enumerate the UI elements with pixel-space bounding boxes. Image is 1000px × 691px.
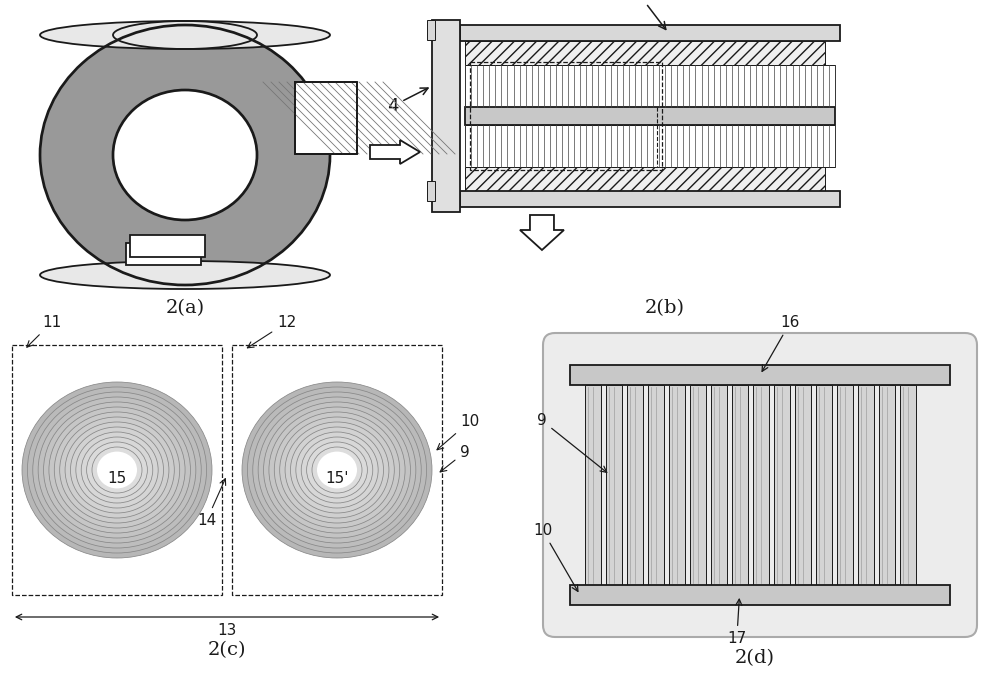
Ellipse shape bbox=[301, 437, 373, 503]
Polygon shape bbox=[520, 215, 564, 250]
Ellipse shape bbox=[65, 422, 169, 518]
Ellipse shape bbox=[87, 442, 147, 498]
Ellipse shape bbox=[70, 427, 164, 513]
Bar bbox=[732, 385, 748, 585]
Bar bbox=[795, 385, 811, 585]
Bar bbox=[816, 385, 832, 585]
Ellipse shape bbox=[40, 25, 330, 285]
Bar bbox=[753, 385, 769, 585]
Ellipse shape bbox=[296, 432, 378, 508]
Ellipse shape bbox=[54, 412, 180, 528]
Ellipse shape bbox=[61, 44, 309, 267]
Bar bbox=[465, 125, 835, 167]
Ellipse shape bbox=[242, 382, 432, 558]
Ellipse shape bbox=[82, 62, 288, 248]
Bar bbox=[295, 82, 357, 154]
Text: 14: 14 bbox=[197, 479, 226, 528]
Ellipse shape bbox=[81, 437, 153, 503]
Text: 11: 11 bbox=[27, 315, 61, 347]
Ellipse shape bbox=[92, 71, 278, 238]
Text: 4: 4 bbox=[387, 88, 428, 115]
Bar bbox=[879, 385, 895, 585]
Bar bbox=[690, 385, 706, 585]
Ellipse shape bbox=[113, 90, 257, 220]
Ellipse shape bbox=[285, 422, 389, 518]
FancyBboxPatch shape bbox=[543, 333, 977, 637]
Polygon shape bbox=[370, 140, 420, 164]
Bar bbox=[711, 385, 727, 585]
Bar bbox=[465, 107, 835, 125]
Bar bbox=[432, 20, 460, 212]
Bar bbox=[585, 385, 601, 585]
Text: 17: 17 bbox=[727, 599, 746, 646]
Text: 2(b): 2(b) bbox=[645, 299, 685, 317]
Bar bbox=[232, 345, 442, 595]
Bar bbox=[627, 385, 643, 585]
Ellipse shape bbox=[22, 382, 212, 558]
Ellipse shape bbox=[312, 447, 362, 493]
Ellipse shape bbox=[50, 35, 320, 276]
Ellipse shape bbox=[92, 447, 142, 493]
Bar bbox=[774, 385, 790, 585]
Ellipse shape bbox=[113, 90, 257, 220]
Bar bbox=[858, 385, 874, 585]
Ellipse shape bbox=[274, 412, 400, 528]
Ellipse shape bbox=[290, 427, 384, 513]
Ellipse shape bbox=[40, 21, 330, 49]
Ellipse shape bbox=[307, 442, 367, 498]
Bar bbox=[12, 345, 222, 595]
Bar bbox=[837, 385, 853, 585]
Ellipse shape bbox=[49, 407, 185, 533]
Ellipse shape bbox=[253, 392, 421, 548]
Text: 13: 13 bbox=[217, 623, 237, 638]
Ellipse shape bbox=[27, 387, 207, 553]
Ellipse shape bbox=[40, 261, 330, 289]
Bar bbox=[648, 385, 664, 585]
Ellipse shape bbox=[60, 417, 174, 523]
Bar bbox=[570, 585, 950, 605]
Text: 16: 16 bbox=[762, 315, 800, 371]
Bar bbox=[669, 385, 685, 585]
Text: 2(c): 2(c) bbox=[208, 641, 246, 659]
Ellipse shape bbox=[33, 392, 201, 548]
Ellipse shape bbox=[97, 452, 137, 489]
Ellipse shape bbox=[247, 387, 427, 553]
Bar bbox=[570, 365, 950, 385]
Text: 12: 12 bbox=[247, 315, 296, 348]
Ellipse shape bbox=[317, 452, 357, 489]
Ellipse shape bbox=[280, 417, 394, 523]
Text: 2(d): 2(d) bbox=[735, 649, 775, 667]
Bar bbox=[130, 235, 205, 257]
Bar bbox=[465, 41, 825, 65]
Bar bbox=[465, 65, 835, 107]
Bar bbox=[427, 181, 435, 201]
Ellipse shape bbox=[103, 81, 267, 229]
Text: 15': 15' bbox=[325, 471, 349, 486]
Ellipse shape bbox=[76, 432, 158, 508]
Text: 9: 9 bbox=[537, 413, 607, 473]
Ellipse shape bbox=[258, 397, 416, 543]
Ellipse shape bbox=[71, 53, 299, 257]
Bar bbox=[465, 167, 825, 191]
Text: 3: 3 bbox=[632, 0, 666, 30]
Bar bbox=[470, 62, 662, 170]
Text: 9: 9 bbox=[440, 445, 470, 472]
Text: 10: 10 bbox=[533, 523, 578, 591]
Bar bbox=[900, 385, 916, 585]
Ellipse shape bbox=[40, 25, 330, 285]
Bar bbox=[460, 25, 840, 41]
Text: 10: 10 bbox=[437, 414, 479, 450]
Bar bbox=[126, 243, 201, 265]
Ellipse shape bbox=[38, 397, 196, 543]
Bar bbox=[606, 385, 622, 585]
Ellipse shape bbox=[269, 407, 405, 533]
Ellipse shape bbox=[113, 90, 257, 220]
Text: 15: 15 bbox=[107, 471, 127, 486]
Ellipse shape bbox=[264, 402, 410, 538]
Bar bbox=[427, 20, 435, 40]
Bar bbox=[460, 191, 840, 207]
Ellipse shape bbox=[44, 402, 190, 538]
Text: 2(a): 2(a) bbox=[165, 299, 205, 317]
